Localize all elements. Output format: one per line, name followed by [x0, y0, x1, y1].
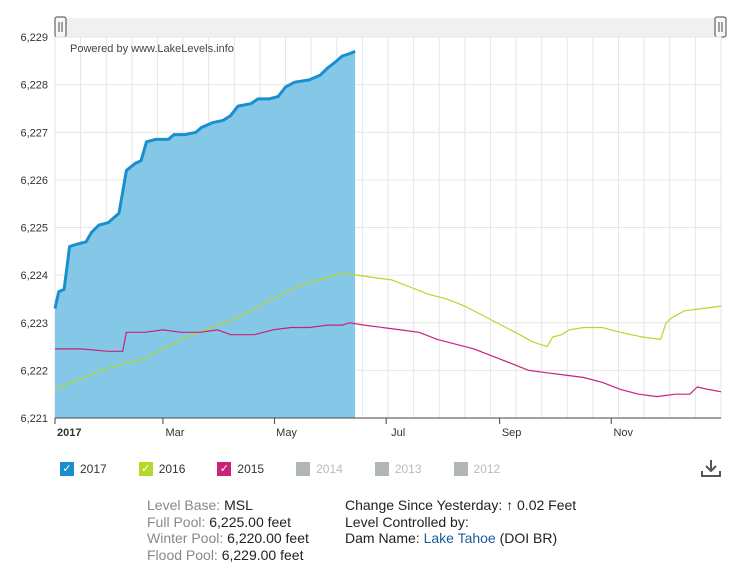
navigator-bar[interactable] [55, 18, 721, 37]
y-tick-label: 6,229 [20, 32, 48, 44]
controlled-label: Level Controlled by: [345, 513, 469, 530]
lake-level-chart: Powered by www.LakeLevels.info 6,2216,22… [20, 16, 727, 439]
x-axis: 2017 Mar May Jul Sep Nov [54, 418, 634, 439]
x-tick-label: Sep [502, 427, 522, 439]
x-tick-label: 2017 [57, 427, 81, 439]
y-tick-label: 6,224 [20, 270, 48, 282]
checkbox-checked-icon[interactable]: ✓ [60, 462, 74, 476]
legend-label: 2017 [80, 462, 107, 476]
winter-pool-label: Winter Pool: [147, 530, 224, 546]
legend: ✓ 2017 ✓ 2016 ✓ 2015 2014 2013 2012 [60, 459, 532, 479]
pool-info: Level Base: MSL Full Pool: 6,225.00 feet… [147, 497, 309, 563]
legend-label: 2013 [394, 462, 422, 476]
legend-label: 2012 [473, 462, 501, 476]
legend-label: 2016 [158, 462, 186, 476]
y-tick-label: 6,226 [20, 175, 48, 187]
legend-item-2014[interactable]: 2014 [296, 462, 343, 476]
checkbox-unchecked-icon[interactable] [453, 462, 468, 476]
y-axis: 6,221 6,222 6,223 6,224 6,225 6,226 6,227 6,228… [20, 32, 48, 425]
line-layer [53, 49, 722, 398]
series-2017-line [53, 49, 356, 309]
full-pool-label: Full Pool: [147, 513, 206, 530]
flood-pool-value: 6,229.00 feet [221, 546, 304, 563]
download-button[interactable] [700, 458, 722, 478]
x-tick-label: Jul [391, 427, 405, 439]
legend-item-2017[interactable]: ✓ 2017 [60, 462, 107, 476]
dam-label: Dam Name: [345, 530, 420, 546]
series-2017-area [55, 51, 356, 419]
legend-item-2016[interactable]: ✓ 2016 [138, 462, 186, 476]
x-tick-label: Mar [165, 427, 184, 439]
navigator-right-handle[interactable] [714, 16, 727, 38]
legend-item-2013[interactable]: 2013 [374, 462, 422, 476]
change-arrow-icon: ↑ [506, 497, 514, 513]
watermark-text: Powered by www.LakeLevels.info [70, 43, 234, 55]
download-icon [701, 460, 721, 477]
legend-label: 2014 [316, 462, 343, 476]
checkbox-unchecked-icon[interactable] [374, 462, 389, 476]
checkbox-checked-icon[interactable]: ✓ [217, 462, 232, 476]
y-tick-label: 6,223 [20, 318, 48, 330]
y-tick-label: 6,221 [20, 413, 48, 425]
dam-name-link[interactable]: Lake Tahoe [423, 530, 496, 546]
legend-item-2012[interactable]: 2012 [453, 462, 501, 476]
change-value: 0.02 Feet [517, 497, 577, 513]
change-label: Change Since Yesterday: [345, 497, 503, 513]
winter-pool-value: 6,220.00 feet [227, 530, 309, 546]
level-info: Change Since Yesterday: ↑ 0.02 Feet Leve… [345, 497, 576, 547]
y-tick-label: 6,227 [20, 127, 48, 139]
y-tick-label: 6,228 [20, 80, 48, 92]
dam-suffix: (DOI BR) [499, 530, 558, 546]
checkbox-unchecked-icon[interactable] [296, 462, 311, 476]
series-2016-line [54, 272, 722, 390]
series-2015-line [55, 322, 722, 398]
checkbox-checked-icon[interactable]: ✓ [138, 462, 153, 476]
full-pool-value: 6,225.00 feet [209, 513, 291, 530]
x-tick-label: May [276, 427, 297, 439]
y-tick-label: 6,225 [20, 223, 48, 235]
area-layer [55, 51, 356, 419]
legend-item-2015[interactable]: ✓ 2015 [217, 462, 264, 476]
level-base-label: Level Base: [147, 497, 221, 513]
level-base-value: MSL [224, 497, 253, 513]
flood-pool-label: Flood Pool: [147, 546, 218, 563]
legend-label: 2015 [237, 462, 265, 476]
y-tick-label: 6,222 [20, 365, 48, 377]
navigator-left-handle[interactable] [54, 16, 67, 38]
x-tick-label: Nov [613, 427, 633, 439]
